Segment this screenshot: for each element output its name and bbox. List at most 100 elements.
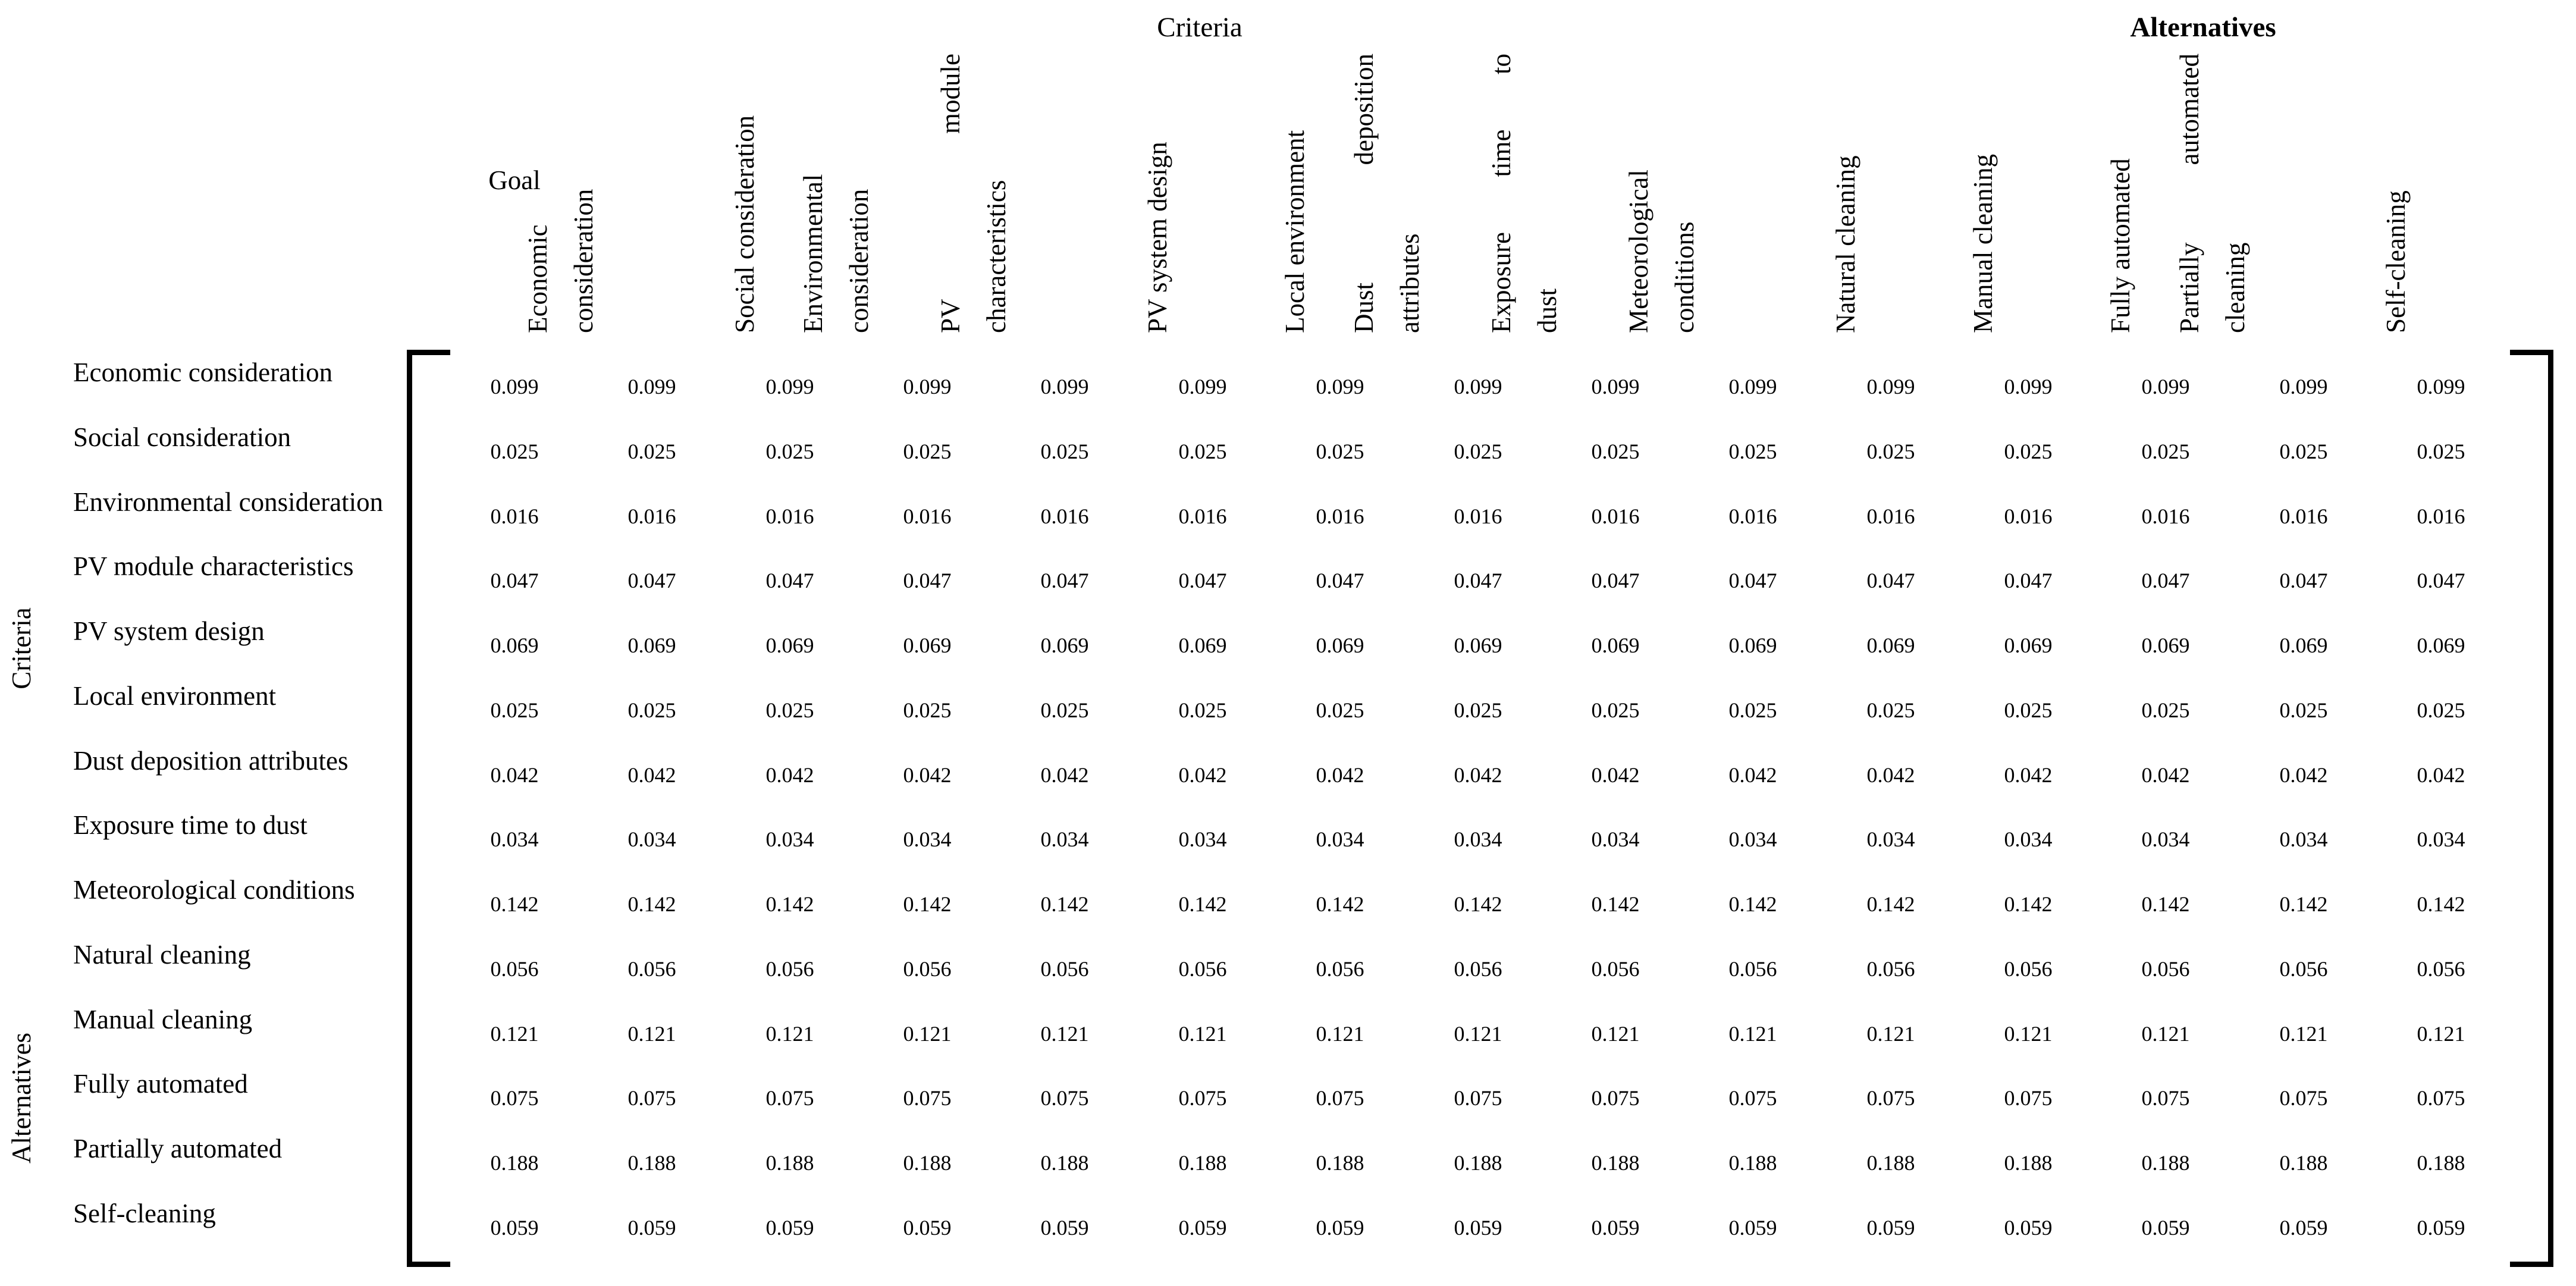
column-header-meteorological-conditions: Meteorological conditions bbox=[1623, 170, 1699, 333]
matrix-cell: 0.188 bbox=[1316, 1151, 1364, 1175]
matrix-cell: 0.056 bbox=[1040, 957, 1089, 981]
matrix-cell: 0.016 bbox=[627, 504, 676, 528]
matrix-cell: 0.016 bbox=[1591, 504, 1640, 528]
matrix-cell: 0.121 bbox=[903, 1022, 952, 1046]
matrix-cell: 0.016 bbox=[2279, 504, 2328, 528]
matrix-cell: 0.034 bbox=[1866, 827, 1915, 851]
matrix-cell: 0.034 bbox=[627, 827, 676, 851]
matrix-cell: 0.025 bbox=[2279, 440, 2328, 463]
matrix-cell: 0.016 bbox=[1454, 504, 1502, 528]
matrix-cell: 0.188 bbox=[1178, 1151, 1227, 1175]
matrix-cell: 0.069 bbox=[490, 633, 539, 657]
matrix-cell: 0.034 bbox=[1178, 827, 1227, 851]
matrix-cell: 0.034 bbox=[1454, 827, 1502, 851]
matrix-cell: 0.069 bbox=[765, 633, 814, 657]
matrix-cell: 0.047 bbox=[1040, 569, 1089, 592]
matrix-cell: 0.121 bbox=[2279, 1022, 2328, 1046]
matrix-cell: 0.075 bbox=[490, 1086, 539, 1110]
matrix-cell: 0.099 bbox=[1040, 375, 1089, 399]
matrix-cell: 0.099 bbox=[2004, 375, 2053, 399]
matrix-cell: 0.099 bbox=[1728, 375, 1777, 399]
matrix-cell: 0.056 bbox=[627, 957, 676, 981]
matrix-cell: 0.056 bbox=[2279, 957, 2328, 981]
matrix-cell: 0.121 bbox=[1040, 1022, 1089, 1046]
matrix-cell: 0.025 bbox=[627, 440, 676, 463]
matrix-cell: 0.016 bbox=[903, 504, 952, 528]
row-label-pv-module-characteristics: PV module characteristics bbox=[73, 551, 354, 581]
matrix-cell: 0.059 bbox=[2417, 1216, 2465, 1240]
matrix-cell: 0.016 bbox=[765, 504, 814, 528]
matrix-cell: 0.047 bbox=[903, 569, 952, 592]
matrix-cell: 0.099 bbox=[1591, 375, 1640, 399]
matrix-cell: 0.016 bbox=[1866, 504, 1915, 528]
matrix-cell: 0.042 bbox=[627, 763, 676, 787]
matrix-cell: 0.121 bbox=[2141, 1022, 2190, 1046]
matrix-cell: 0.034 bbox=[1316, 827, 1364, 851]
matrix-cell: 0.121 bbox=[1178, 1022, 1227, 1046]
matrix-cell: 0.056 bbox=[490, 957, 539, 981]
column-header-manual-cleaning: Manual cleaning bbox=[1968, 153, 1997, 333]
row-label-meteorological-conditions: Meteorological conditions bbox=[73, 875, 355, 905]
matrix-cell: 0.059 bbox=[2004, 1216, 2053, 1240]
matrix-cell: 0.025 bbox=[765, 440, 814, 463]
matrix-cell: 0.025 bbox=[2004, 698, 2053, 722]
matrix-cell: 0.121 bbox=[2004, 1022, 2053, 1046]
matrix-cell: 0.047 bbox=[2279, 569, 2328, 592]
matrix-cell: 0.099 bbox=[1178, 375, 1227, 399]
row-label-pv-system-design: PV system design bbox=[73, 616, 265, 646]
row-label-fully-automated: Fully automated bbox=[73, 1069, 248, 1099]
matrix-cell: 0.188 bbox=[2004, 1151, 2053, 1175]
matrix-cell: 0.188 bbox=[1454, 1151, 1502, 1175]
row-label-economic-consideration: Economic consideration bbox=[73, 357, 333, 387]
matrix-cell: 0.099 bbox=[765, 375, 814, 399]
matrix-cell: 0.075 bbox=[903, 1086, 952, 1110]
matrix-cell: 0.075 bbox=[1591, 1086, 1640, 1110]
column-header-fully-automated: Fully automated bbox=[2105, 158, 2135, 333]
matrix-cell: 0.034 bbox=[2004, 827, 2053, 851]
matrix-cell: 0.059 bbox=[1178, 1216, 1227, 1240]
matrix-cell: 0.042 bbox=[1316, 763, 1364, 787]
matrix-cell: 0.121 bbox=[2417, 1022, 2465, 1046]
matrix-cell: 0.059 bbox=[2141, 1216, 2190, 1240]
matrix-cell: 0.025 bbox=[627, 698, 676, 722]
matrix-cell: 0.047 bbox=[1728, 569, 1777, 592]
row-label-dust-deposition-attributes: Dust deposition attributes bbox=[73, 746, 349, 776]
matrix-cell: 0.016 bbox=[1728, 504, 1777, 528]
matrix-cell: 0.025 bbox=[1866, 440, 1915, 463]
matrix-cell: 0.016 bbox=[490, 504, 539, 528]
matrix-cell: 0.121 bbox=[765, 1022, 814, 1046]
matrix-cell: 0.034 bbox=[903, 827, 952, 851]
matrix-cell: 0.025 bbox=[903, 698, 952, 722]
matrix-cell: 0.042 bbox=[2279, 763, 2328, 787]
matrix-cell: 0.016 bbox=[1178, 504, 1227, 528]
matrix-cell: 0.056 bbox=[1591, 957, 1640, 981]
row-label-partially-automated: Partially automated bbox=[73, 1134, 283, 1163]
matrix-cell: 0.099 bbox=[490, 375, 539, 399]
matrix-cell: 0.025 bbox=[1040, 698, 1089, 722]
matrix-cell: 0.025 bbox=[2141, 440, 2190, 463]
matrix-cell: 0.069 bbox=[1178, 633, 1227, 657]
matrix-cell: 0.142 bbox=[1728, 892, 1777, 916]
matrix-cell: 0.075 bbox=[2279, 1086, 2328, 1110]
matrix-cell: 0.047 bbox=[490, 569, 539, 592]
column-header-dust-deposition-attributes: Dust deposition attributes bbox=[1348, 54, 1425, 333]
matrix-cell: 0.142 bbox=[2417, 892, 2465, 916]
matrix-cell: 0.042 bbox=[765, 763, 814, 787]
column-header-goal: Goal bbox=[488, 165, 541, 195]
matrix-cell: 0.188 bbox=[903, 1151, 952, 1175]
matrix-cell: 0.025 bbox=[1728, 698, 1777, 722]
matrix-cell: 0.034 bbox=[2417, 827, 2465, 851]
matrix-cell: 0.188 bbox=[2279, 1151, 2328, 1175]
column-header-exposure-time-to-dust: Exposure time to dust bbox=[1486, 54, 1562, 333]
matrix-cell: 0.059 bbox=[1316, 1216, 1364, 1240]
matrix-cell: 0.142 bbox=[2279, 892, 2328, 916]
criteria-group-title: Criteria bbox=[1157, 12, 1242, 43]
matrix-cell: 0.142 bbox=[1040, 892, 1089, 916]
matrix-cell: 0.059 bbox=[1866, 1216, 1915, 1240]
matrix-cell: 0.142 bbox=[627, 892, 676, 916]
matrix-cell: 0.025 bbox=[765, 698, 814, 722]
matrix-cell: 0.016 bbox=[2141, 504, 2190, 528]
matrix-cell: 0.075 bbox=[1454, 1086, 1502, 1110]
matrix-cell: 0.188 bbox=[1728, 1151, 1777, 1175]
matrix-cell: 0.142 bbox=[765, 892, 814, 916]
